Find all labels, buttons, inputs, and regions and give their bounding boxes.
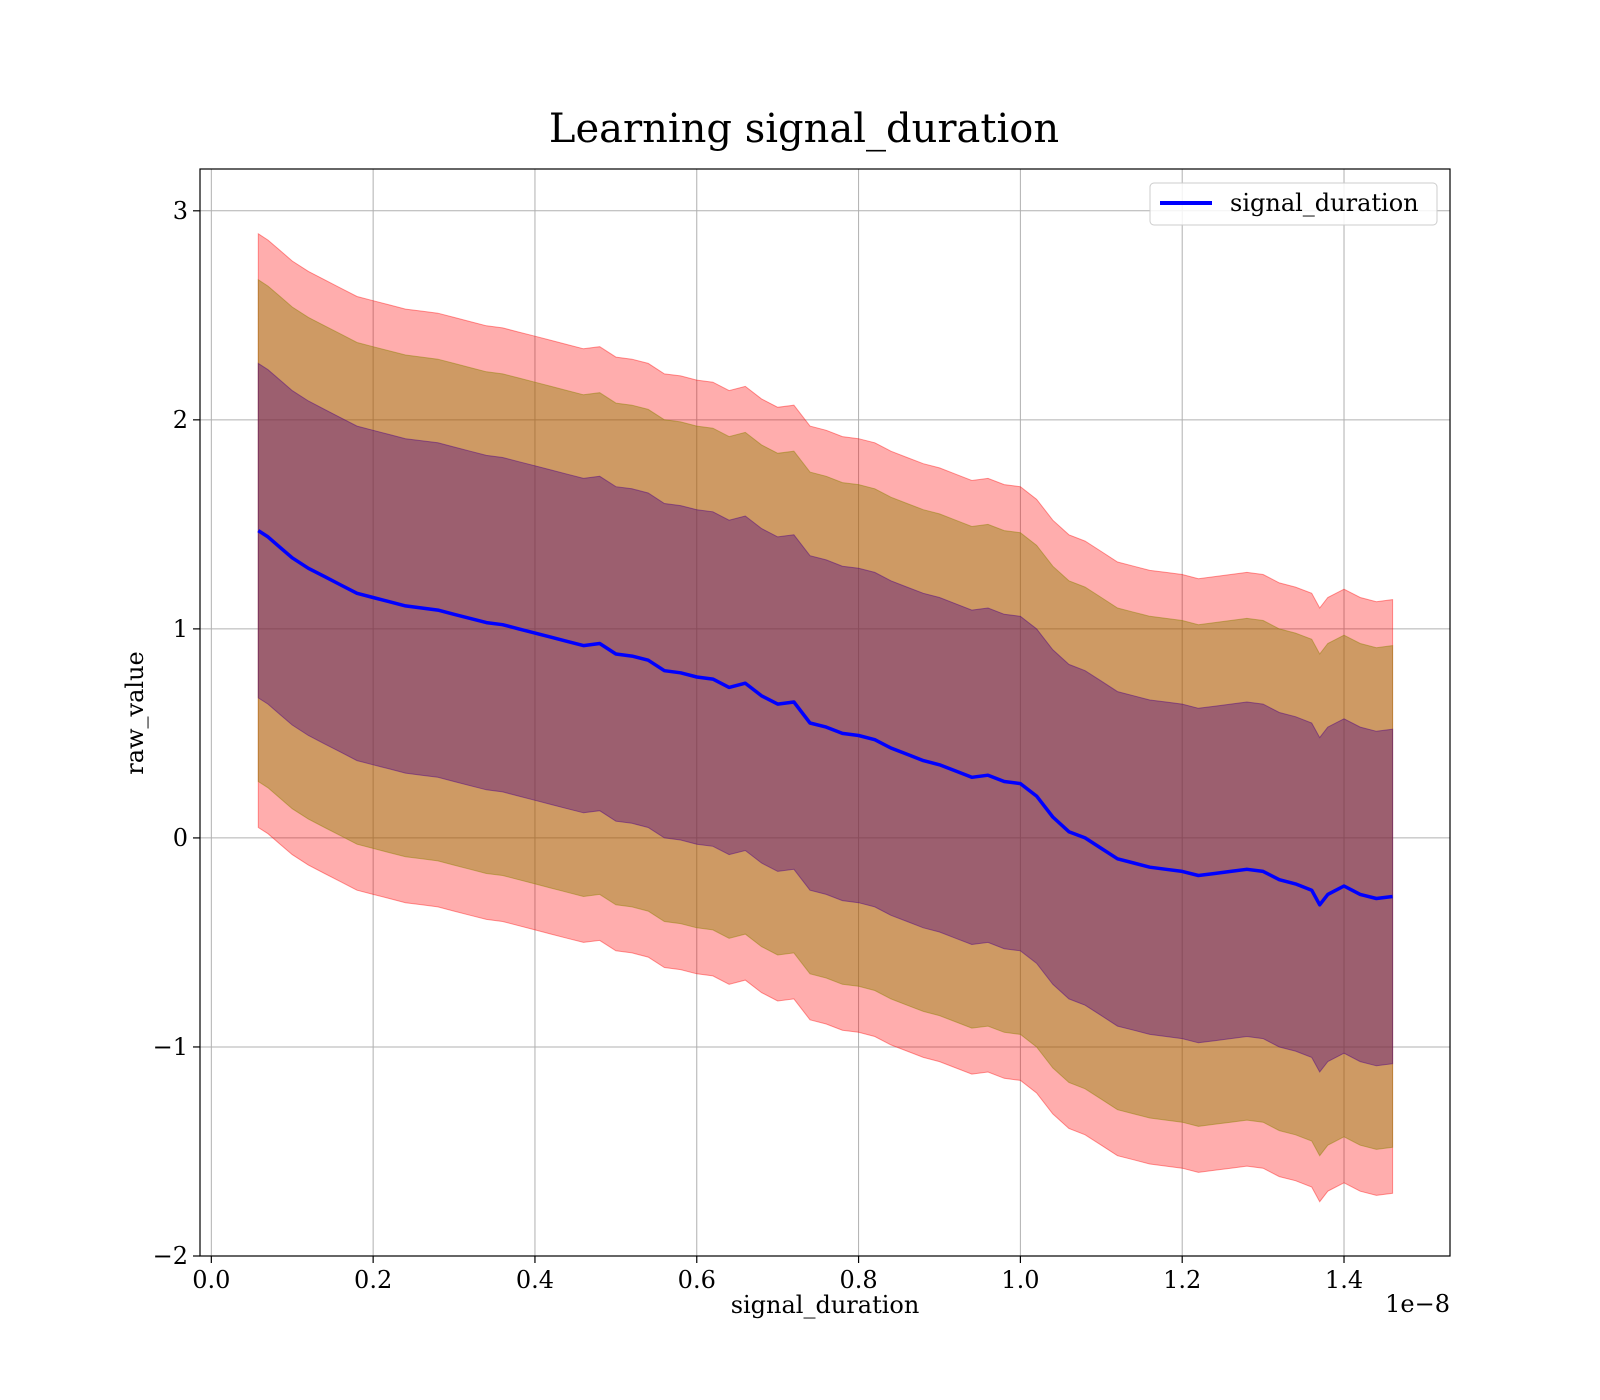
bands — [257, 232, 1394, 1203]
x-tick-label: 0.0 — [192, 1266, 230, 1294]
y-tick-label: −2 — [153, 1242, 188, 1270]
legend-frame — [1149, 182, 1438, 226]
x-tick-label: 1.2 — [1163, 1266, 1201, 1294]
legend: signal_duration — [1149, 182, 1438, 226]
plot-frame — [199, 168, 1451, 1257]
legend-label: signal_duration — [1230, 189, 1419, 217]
y-tick-label: −1 — [153, 1033, 188, 1061]
band-outer — [257, 232, 1394, 1203]
y-tick-label: 2 — [173, 406, 188, 434]
chart-title: Learning signal_duration — [549, 106, 1059, 152]
y-tick-label: 3 — [173, 197, 188, 225]
y-axis: −2 −1 0 1 2 3 — [153, 197, 200, 1270]
y-axis-label: raw_value — [121, 651, 149, 775]
line-layer — [257, 529, 1393, 907]
band-inner — [257, 362, 1394, 1073]
x-axis-label: signal_duration — [731, 1291, 920, 1319]
band-middle — [257, 278, 1394, 1157]
x-tick-label: 0.6 — [678, 1266, 716, 1294]
x-offset-label: 1e−8 — [1385, 1290, 1450, 1318]
x-tick-label: 1.4 — [1325, 1266, 1363, 1294]
x-tick-label: 0.4 — [516, 1266, 554, 1294]
x-tick-label: 0.8 — [839, 1266, 877, 1294]
series-line-signal-duration — [257, 529, 1393, 907]
x-tick-label: 0.2 — [354, 1266, 392, 1294]
x-axis: 0.0 0.2 0.4 0.6 0.8 1.0 1.2 1.4 — [192, 1256, 1363, 1294]
x-tick-label: 1.0 — [1001, 1266, 1039, 1294]
y-tick-label: 0 — [173, 824, 188, 852]
y-tick-label: 1 — [173, 615, 188, 643]
